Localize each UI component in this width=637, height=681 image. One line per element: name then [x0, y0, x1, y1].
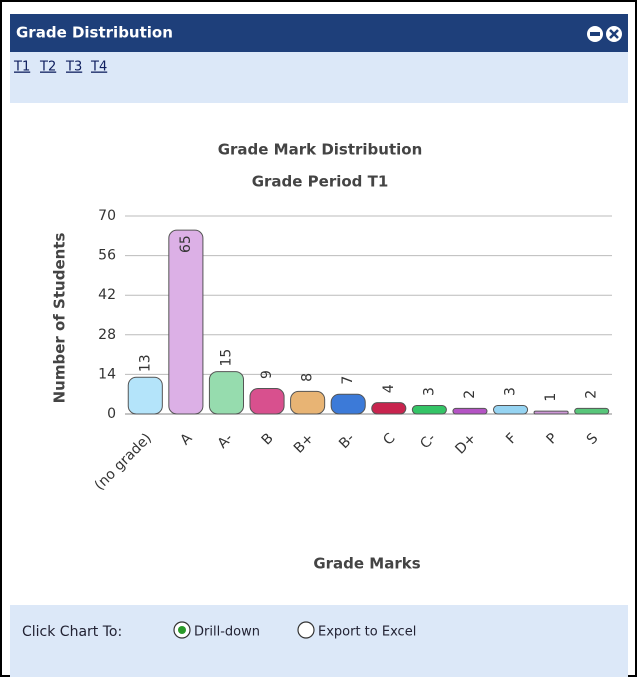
y-tick-label: 0: [107, 406, 116, 422]
y-tick-label: 28: [98, 327, 116, 343]
bar: [168, 229, 204, 415]
y-tick-label: 70: [98, 208, 116, 224]
bar: [574, 407, 610, 415]
value-label: 15: [218, 349, 234, 367]
radio-dot: [178, 626, 186, 634]
value-label: 9: [259, 370, 275, 379]
footer-label: Click Chart To:: [22, 624, 122, 640]
value-label: 8: [300, 373, 316, 382]
value-label: 13: [137, 354, 153, 372]
value-label: 2: [462, 390, 478, 399]
y-tick-label: 14: [98, 366, 116, 382]
y-tick-label: 42: [98, 287, 116, 303]
value-label: 2: [584, 390, 600, 399]
close-button[interactable]: [606, 26, 622, 42]
y-axis-label: Number of Students: [51, 233, 69, 404]
radio-button[interactable]: [297, 621, 315, 639]
bar: [452, 407, 488, 415]
bar: [208, 371, 245, 415]
value-label: 4: [381, 384, 397, 393]
panel-title: Grade Distribution: [16, 24, 173, 42]
bar: [330, 393, 366, 415]
minimize-button[interactable]: [587, 26, 603, 42]
bar: [492, 405, 529, 415]
y-tick-label: 56: [98, 248, 116, 264]
value-label: 65: [178, 235, 194, 253]
value-label: 1: [543, 393, 559, 402]
chart-title: Grade Mark Distribution: [218, 141, 423, 159]
bar: [249, 388, 285, 415]
value-label: 3: [421, 387, 437, 396]
bar: [411, 405, 447, 415]
radio-label[interactable]: Export to Excel: [318, 625, 416, 640]
bar: [290, 390, 326, 415]
tab-link[interactable]: T4: [90, 60, 107, 75]
radio-label[interactable]: Drill-down: [194, 625, 260, 640]
chart-subtitle: Grade Period T1: [252, 173, 389, 191]
chart-area: [10, 103, 628, 605]
x-axis-label: Grade Marks: [313, 555, 420, 573]
tab-link[interactable]: T1: [13, 60, 30, 75]
tab-link[interactable]: T3: [65, 60, 82, 75]
tab-link[interactable]: T2: [39, 60, 56, 75]
bar: [533, 410, 569, 415]
header-bar: [10, 14, 628, 52]
value-label: 3: [503, 387, 519, 396]
value-label: 7: [340, 376, 356, 385]
bar: [127, 376, 163, 415]
bar: [371, 402, 407, 415]
